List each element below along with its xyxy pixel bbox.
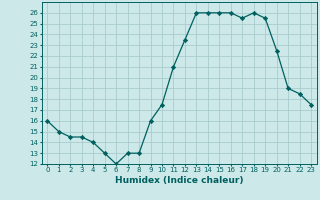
X-axis label: Humidex (Indice chaleur): Humidex (Indice chaleur) <box>115 176 244 185</box>
